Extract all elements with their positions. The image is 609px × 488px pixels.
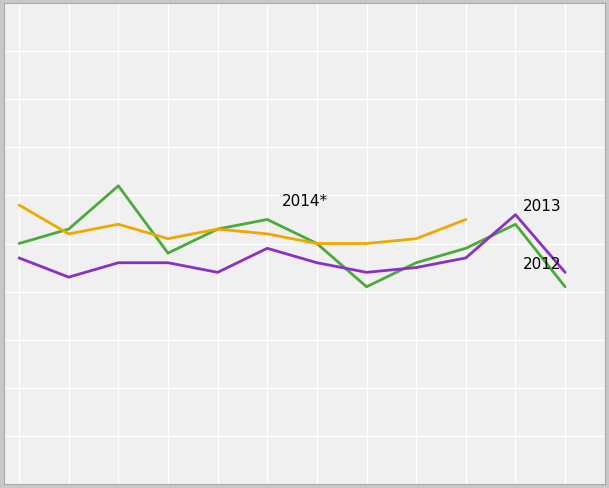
Text: 2012: 2012 <box>523 256 561 271</box>
Text: 2014*: 2014* <box>282 194 328 208</box>
Text: 2013: 2013 <box>523 199 561 213</box>
